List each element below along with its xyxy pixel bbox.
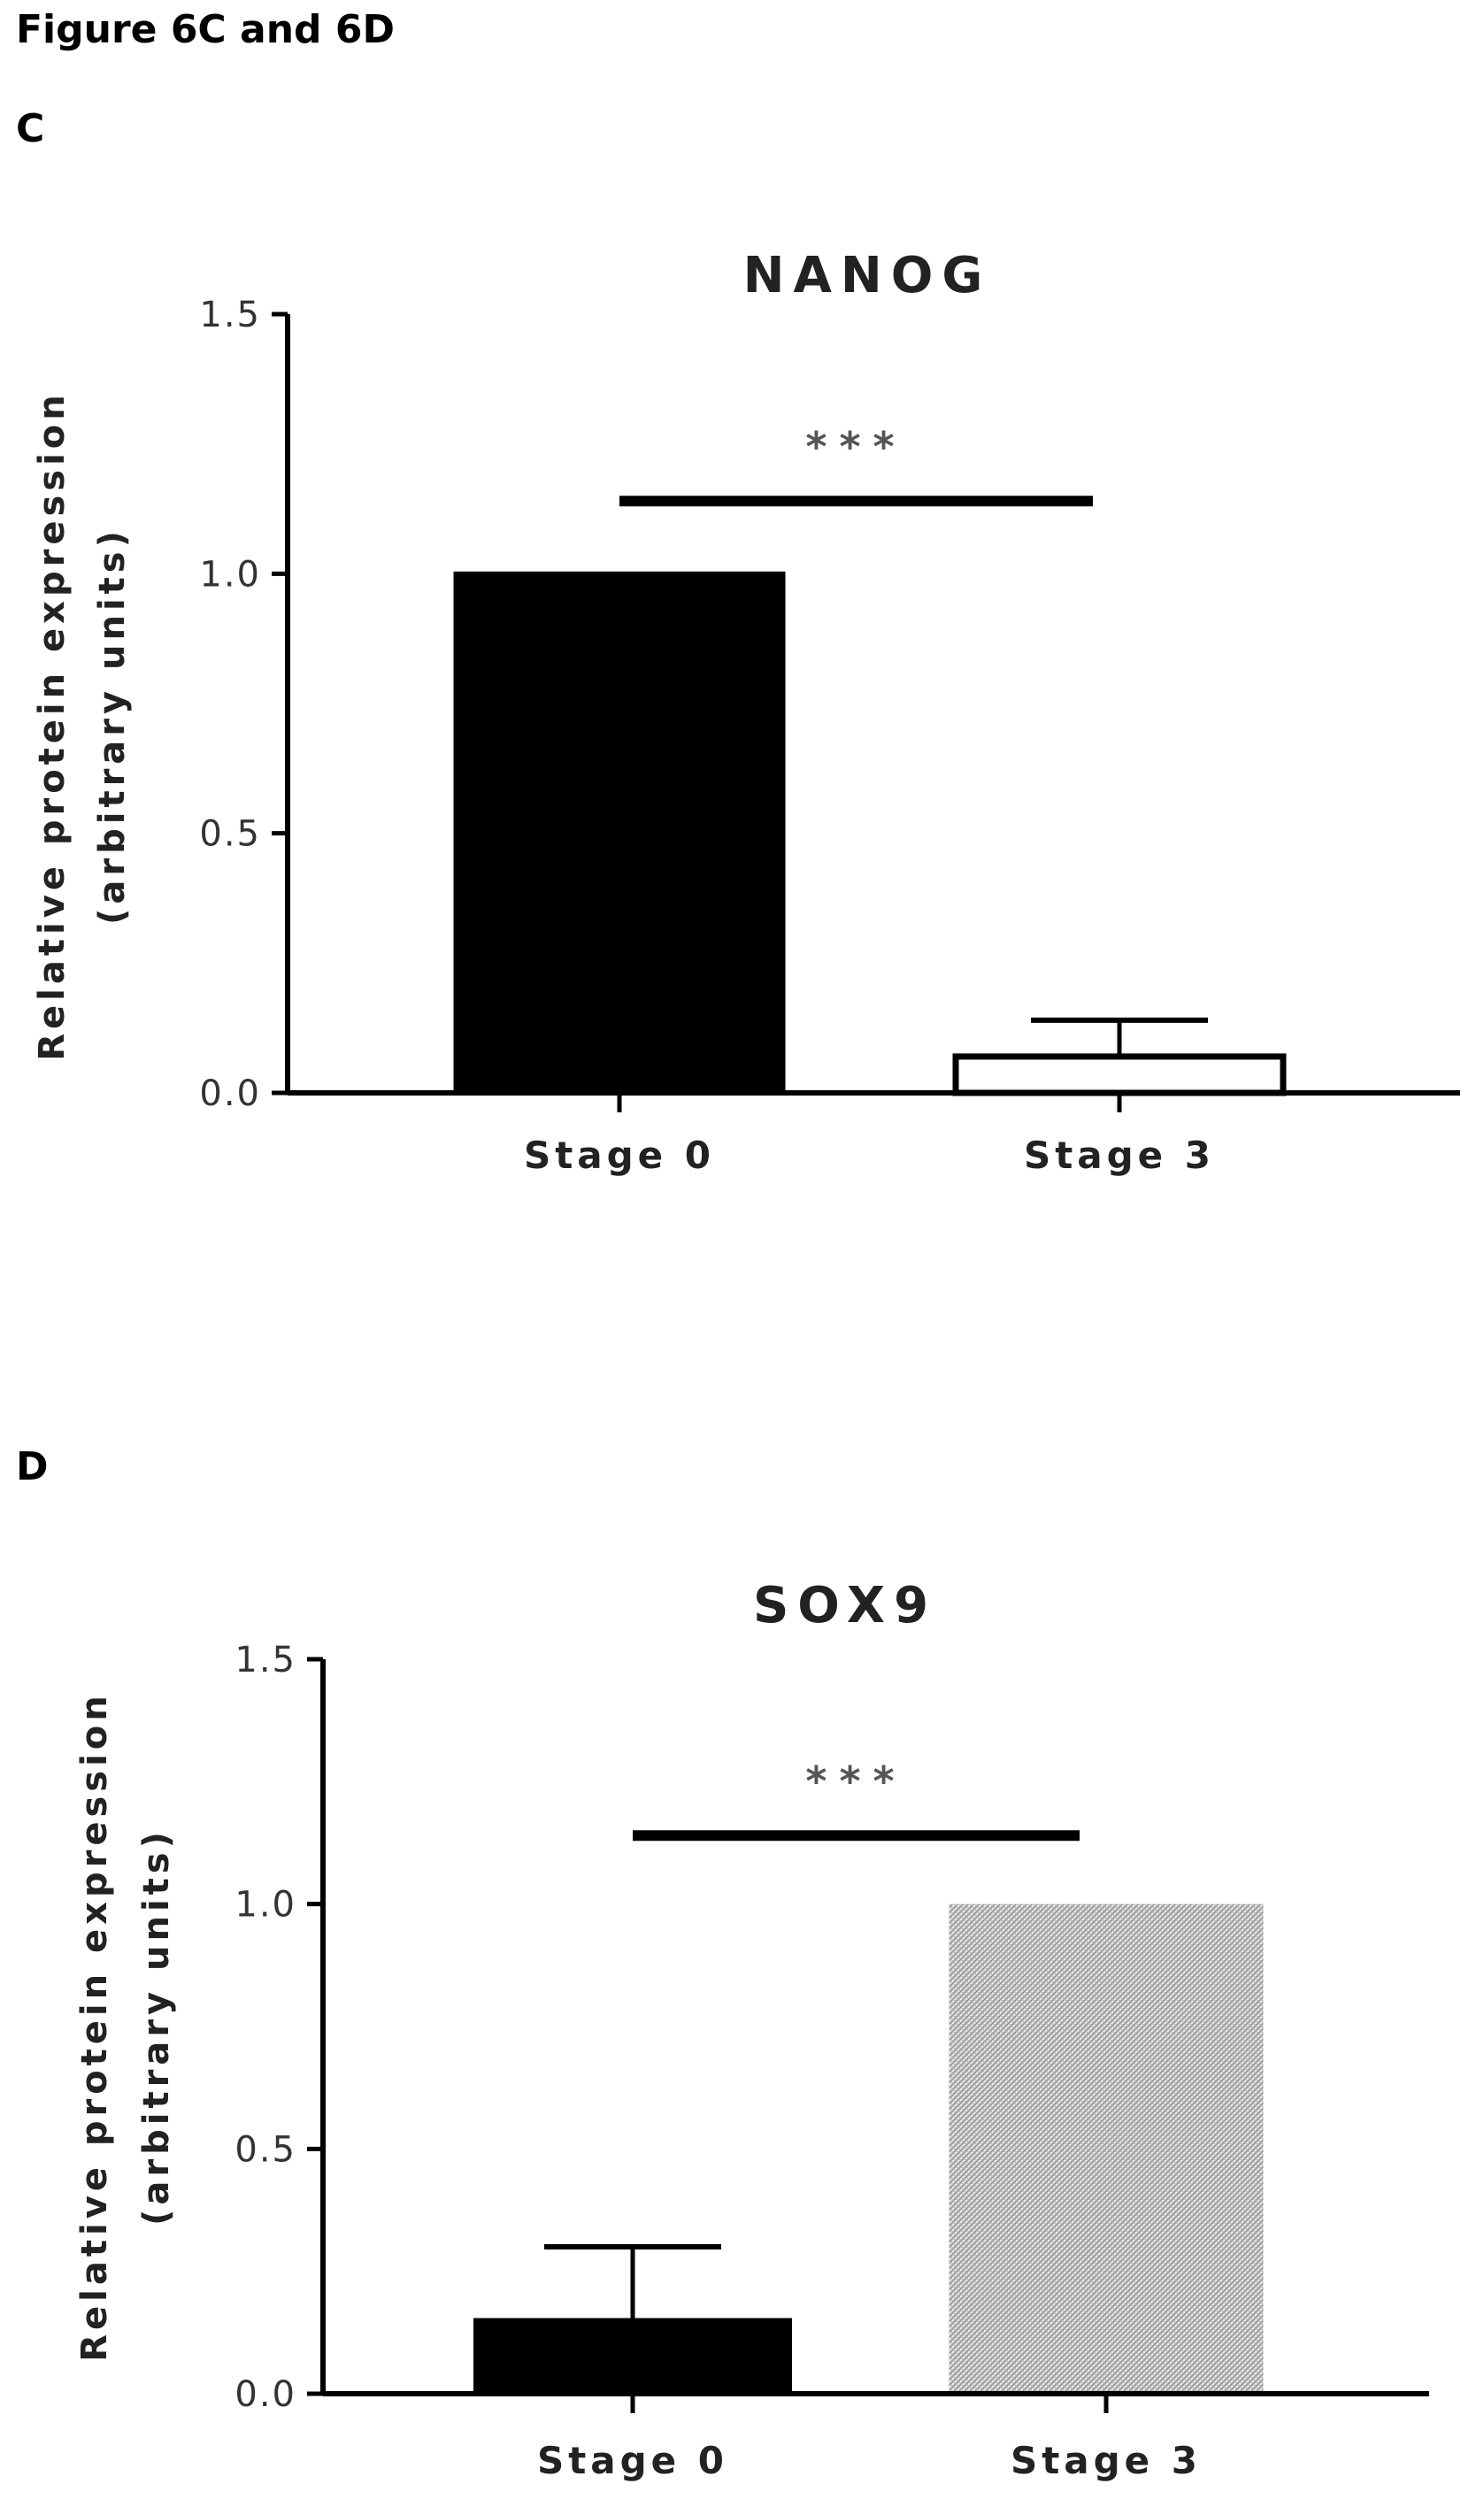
nanog-category-label: Stage 0 (524, 1134, 715, 1177)
nanog-y-tick-label: 1.5 (199, 295, 261, 335)
nanog-chart-title: NANOG (743, 247, 992, 304)
sox9-y-axis-label-line-1: Relative protein expression (74, 1691, 115, 2362)
nanog-bar-chart: NANOG Relative protein expression (arbitra… (32, 247, 1460, 1177)
nanog-category-label: Stage 3 (1024, 1134, 1215, 1177)
figure-title: Figure 6C and 6D (16, 7, 396, 52)
sox9-bar-stage-0 (473, 2318, 792, 2396)
panel-d-label: D (16, 1444, 49, 1489)
nanog-significance-label: *** (805, 423, 906, 471)
sox9-bar-stage-3 (949, 1903, 1264, 2394)
sox9-category-label: Stage 0 (537, 2439, 728, 2482)
nanog-y-tick-label: 1.0 (199, 554, 261, 595)
nanog-y-axis-label-line-2: (arbitrary units) (92, 527, 133, 925)
sox9-category-label: Stage 3 (1011, 2439, 1202, 2482)
nanog-y-axis-label-line-1: Relative protein expression (32, 390, 73, 1061)
nanog-y-tick-label: 0.0 (199, 1073, 261, 1114)
sox9-y-tick-label: 0.0 (235, 2374, 296, 2415)
nanog-y-tick-label: 0.5 (199, 814, 261, 855)
panel-c-label: C (16, 106, 45, 151)
sox9-bar-chart: SOX9 Relative protein expression (arbitrar… (74, 1577, 1429, 2482)
sox9-y-tick-label: 1.5 (235, 1640, 296, 1680)
sox9-significance-label: *** (805, 1757, 906, 1805)
nanog-bar-stage-3 (952, 1053, 1287, 1096)
sox9-y-tick-label: 1.0 (235, 1885, 296, 1926)
nanog-bar-stage-0 (453, 571, 786, 1096)
sox9-y-tick-label: 0.5 (235, 2129, 296, 2170)
sox9-y-axis-label-line-2: (arbitrary units) (136, 1827, 177, 2226)
sox9-chart-title: SOX9 (753, 1577, 937, 1634)
